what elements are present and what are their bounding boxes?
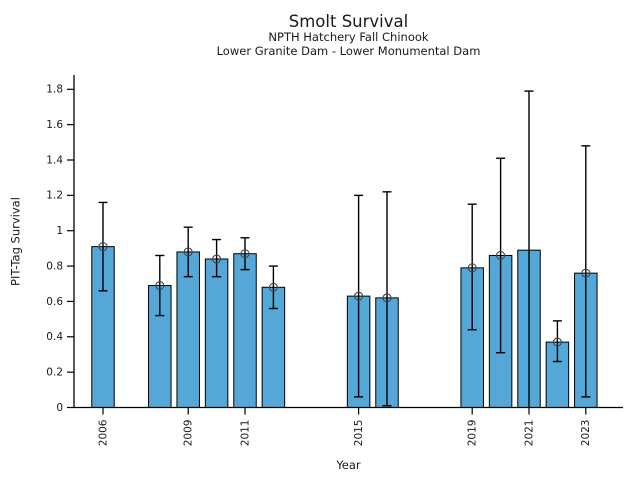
point-marker-2016 xyxy=(382,293,392,303)
point-marker-2023 xyxy=(581,268,591,278)
y-tick-label: 1 xyxy=(56,225,63,237)
point-marker-2022 xyxy=(552,337,562,347)
y-tick-label: 0.6 xyxy=(46,296,63,308)
y-tick-label: 1.6 xyxy=(46,119,63,131)
point-marker-2020 xyxy=(496,250,506,261)
point-marker-2009 xyxy=(183,247,193,257)
y-tick-label: 0.4 xyxy=(46,331,63,343)
x-tick-label: 2019 xyxy=(467,420,479,447)
chart-subtitle-line1: NPTH Hatchery Fall Chinook xyxy=(268,30,429,44)
y-tick-label: 0 xyxy=(56,402,63,414)
point-marker-2015 xyxy=(354,291,364,301)
y-tick-label: 1.2 xyxy=(46,190,63,202)
x-tick-label: 2015 xyxy=(353,420,365,447)
chart-title: Smolt Survival xyxy=(288,12,409,31)
x-tick-label: 2011 xyxy=(239,420,251,447)
x-tick-label: 2006 xyxy=(97,419,109,446)
point-marker-2006 xyxy=(98,242,108,252)
point-marker-2010 xyxy=(212,254,222,264)
y-tick-label: 0.2 xyxy=(46,367,63,379)
y-tick-label: 1.8 xyxy=(46,84,63,96)
point-marker-2019 xyxy=(467,263,477,273)
x-tick-label: 2023 xyxy=(580,420,592,447)
x-tick-label: 2021 xyxy=(523,420,535,447)
bar-2011 xyxy=(233,253,257,408)
point-marker-2012 xyxy=(268,282,278,292)
bar-2010 xyxy=(204,258,229,408)
x-tick-label: 2009 xyxy=(183,420,195,447)
y-tick-label: 0.8 xyxy=(46,260,63,272)
point-marker-2008 xyxy=(155,280,165,291)
x-axis-title: Year xyxy=(336,458,361,472)
point-marker-2011 xyxy=(240,249,250,259)
y-tick-label: 1.4 xyxy=(46,154,63,166)
chart-subtitle-line2: Lower Granite Dam - Lower Monumental Dam xyxy=(216,44,481,58)
